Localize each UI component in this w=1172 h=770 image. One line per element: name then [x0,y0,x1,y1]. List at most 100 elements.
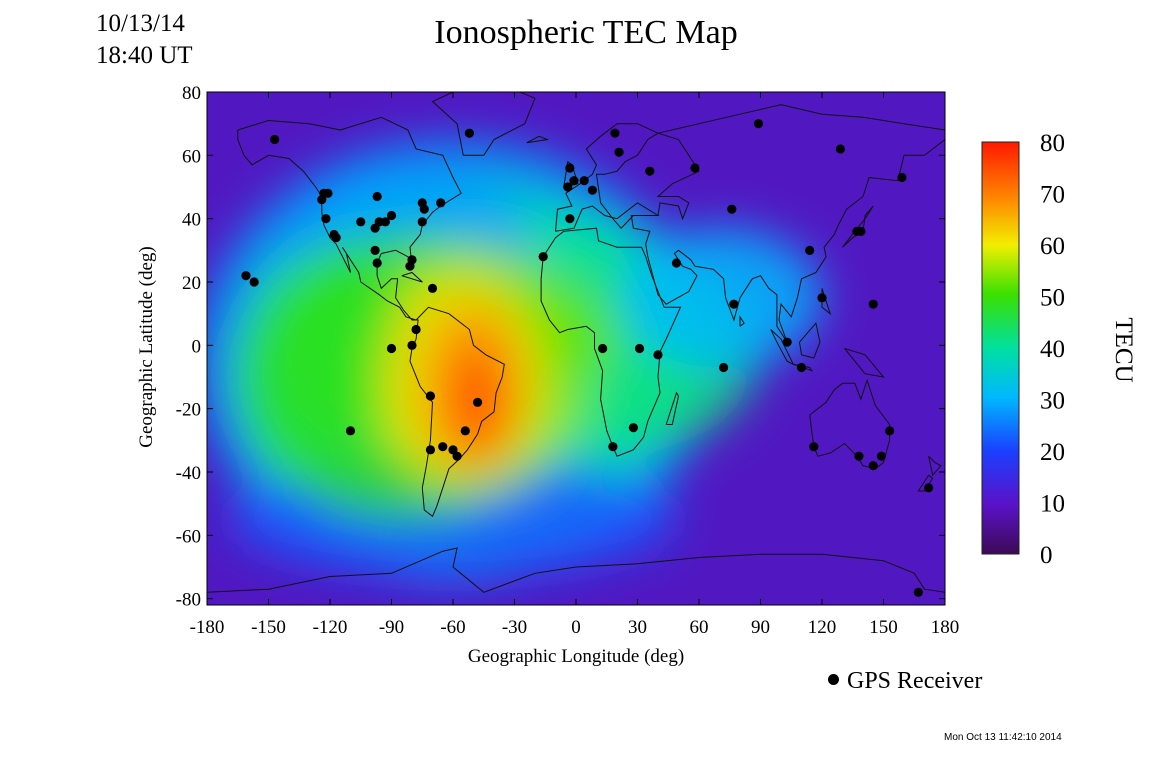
colorbar-tick-label: 60 [1040,233,1065,260]
y-tick-label: -20 [176,400,201,421]
gps-receiver-point [323,188,333,198]
generated-timestamp: Mon Oct 13 11:42:10 2014 [944,732,1062,743]
colorbar-label: TECU [1110,317,1137,382]
gps-receiver-point [653,350,663,360]
tec-region [617,228,822,368]
x-tick-label: -180 [190,617,225,638]
coastline [665,391,680,425]
tec-field [207,92,945,605]
gps-receiver-point [614,147,624,157]
colorbar-tick-label: 70 [1040,182,1065,209]
gps-receiver-point [729,299,739,309]
gps-receiver-point [885,426,895,436]
gps-receiver-point [380,217,390,227]
gps-receiver-point [452,451,462,461]
gps-receiver-point [417,217,427,227]
gps-receiver-point [817,293,827,303]
gps-receiver-point [464,128,474,138]
gps-receiver-point [796,362,807,373]
gps-receiver-point [924,483,934,493]
gps-receiver-point [610,128,620,138]
y-tick-label: -80 [176,590,201,611]
gps-receiver-point [407,340,417,350]
coastline [401,271,423,283]
gps-receiver-point [386,343,397,354]
y-tick-label: 0 [192,336,202,357]
colorbar-tick-label: 30 [1040,388,1065,415]
legend-label: GPS Receiver [847,668,983,694]
gps-receiver-point [868,461,878,471]
gps-receiver-point [897,172,907,183]
gps-receiver-point [356,217,366,227]
x-tick-label: 30 [628,617,647,638]
colorbar-tick-label: 0 [1040,542,1053,569]
gps-receiver-point [370,245,380,255]
x-axis-label: Geographic Longitude (deg) [468,646,684,667]
coastline [799,322,821,359]
colorbar-tick-label: 40 [1040,336,1065,363]
gps-receiver-point [913,587,923,597]
coastline [739,315,745,327]
x-tick-label: 0 [571,617,581,638]
colorbar-tick-label: 20 [1040,439,1065,466]
y-axis-label: Geographic Latitude (deg) [136,246,157,448]
x-tick-label: 180 [931,617,960,638]
gps-receiver-point [436,198,446,208]
gps-receiver-point [805,245,815,255]
gps-receiver-point [727,204,737,214]
gps-receiver-point [473,397,483,407]
gps-receiver-point [587,185,598,195]
coastline [207,547,945,593]
coastline [409,306,505,518]
gps-receiver-point [598,343,608,354]
coastline [630,104,945,343]
gps-receiver-point [460,426,470,436]
gps-receiver-point [854,451,864,461]
gps-receiver-point [372,258,382,268]
gps-receiver-point [425,445,436,455]
gps-receiver-point [719,362,729,373]
gps-receiver-point [370,223,380,233]
y-tick-label: -40 [176,463,201,484]
gps-receiver-point [405,261,415,271]
gps-receiver-point [425,391,436,401]
gps-receiver-point [671,258,682,268]
coastline [540,227,682,457]
x-tick-label: -30 [502,617,527,638]
coastline [928,455,942,477]
gps-receiver-point [565,163,575,173]
gps-receiver-point [565,214,575,224]
gps-receiver-point [241,271,251,281]
gps-receiver-point [331,233,341,243]
map-time: 18:40 UT [96,42,193,69]
legend: GPS Receiver [828,668,982,695]
gps-receiver-point [690,163,700,173]
gps-receiver-point [427,283,438,293]
gps-receiver-point [321,214,331,224]
coastline [770,329,795,366]
coastline [555,123,660,232]
gps-receiver-point [809,442,819,452]
x-tick-label: -120 [313,617,348,638]
gps-receiver-point [372,191,382,202]
gps-receiver-point [856,226,866,236]
coastline [917,474,934,492]
gps-receiver-point [876,451,887,461]
colorbar [981,141,1020,555]
colorbar-tick-label: 80 [1040,130,1065,157]
x-tick-label: 60 [690,617,709,638]
coastline [844,348,885,378]
gps-receiver-point [608,442,618,452]
y-tick-label: 80 [182,83,201,104]
gps-receiver-point [634,343,645,354]
gps-receiver-point [386,210,397,221]
coastline [431,92,536,156]
y-tick-label: 40 [182,210,201,231]
x-tick-label: -150 [251,617,286,638]
gps-receiver-point [438,442,448,452]
gps-receiver-point [868,299,878,309]
coastline [526,135,550,144]
x-tick-label: 120 [808,617,837,638]
gps-receiver-point [270,134,280,145]
coastline [809,378,891,470]
